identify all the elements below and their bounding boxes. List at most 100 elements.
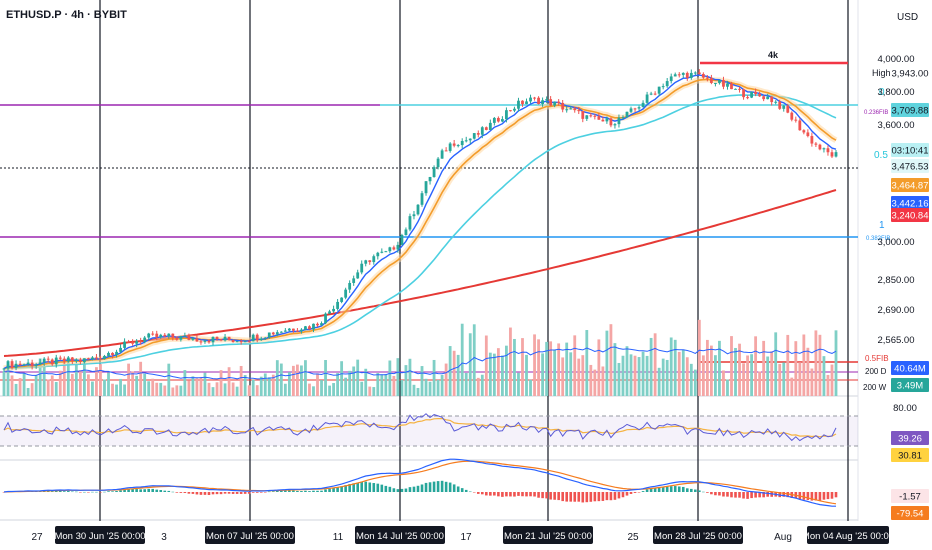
macd-hist-bar xyxy=(754,492,757,498)
price-tick-label: 4,000.00 xyxy=(878,54,915,65)
macd-hist-bar xyxy=(826,492,830,500)
macd-hist-bar xyxy=(541,492,544,499)
macd-hist-bar xyxy=(263,492,267,493)
candle-body xyxy=(673,74,677,77)
macd-hist-bar xyxy=(485,492,488,496)
macd-hist-bar xyxy=(597,492,601,502)
volume-bar xyxy=(597,339,601,396)
volume-bar xyxy=(742,363,745,396)
volume-bar xyxy=(195,378,199,396)
volume-bar xyxy=(78,370,82,396)
volume-bar xyxy=(360,381,364,396)
volume-bar xyxy=(621,355,625,396)
volume-bar xyxy=(275,360,279,396)
macd-hist-bar xyxy=(388,486,392,492)
volume-bar xyxy=(392,375,396,396)
volume-bar xyxy=(340,361,344,396)
volume-bar xyxy=(227,367,231,396)
candle-body xyxy=(348,282,352,290)
price-badge xyxy=(891,431,929,445)
volume-bar xyxy=(420,366,424,396)
volume-bar xyxy=(103,379,106,396)
macd-hist-bar xyxy=(601,492,605,501)
candle-body xyxy=(762,96,766,100)
macd-hist-bar xyxy=(657,487,661,492)
candle-body xyxy=(26,362,30,365)
candle-body xyxy=(107,352,110,356)
volume-bar xyxy=(46,379,50,396)
candle-body xyxy=(2,368,6,370)
volume-bar xyxy=(175,385,179,396)
candle-body xyxy=(135,341,139,344)
candle-body xyxy=(722,80,725,87)
volume-bar xyxy=(356,359,360,396)
volume-bar xyxy=(316,373,319,396)
candle-body xyxy=(633,108,637,110)
volume-bar xyxy=(436,379,440,396)
macd-hist-bar xyxy=(119,490,122,492)
macd-hist-bar xyxy=(444,481,448,492)
fib-0236-label: 0.236FIB xyxy=(864,110,888,116)
macd-hist-bar xyxy=(207,492,211,496)
candle-body xyxy=(701,73,705,78)
macd-hist-bar xyxy=(183,492,187,493)
macd-hist-bar xyxy=(513,492,516,497)
candle-body xyxy=(488,122,492,130)
candle-body xyxy=(127,341,130,343)
macd-hist-bar xyxy=(292,490,295,492)
candle-body xyxy=(738,88,741,90)
macd-hist-bar xyxy=(368,482,372,492)
candle-body xyxy=(541,100,544,104)
candle-body xyxy=(167,333,171,337)
candle-body xyxy=(6,361,10,369)
volume-bar xyxy=(91,381,94,396)
candle-body xyxy=(826,148,830,153)
candle-body xyxy=(119,347,122,352)
macd-hist-bar xyxy=(420,484,424,492)
candle-body xyxy=(770,96,774,103)
macd-hist-bar xyxy=(255,492,259,493)
price-badge-label: 3,476.53 xyxy=(892,162,929,173)
macd-hist-bar xyxy=(629,492,633,494)
candle-body xyxy=(830,152,834,157)
macd-hist-bar xyxy=(493,492,496,496)
volume-bar xyxy=(155,382,159,396)
macd-hist-bar xyxy=(621,492,625,498)
price-badge-label: -79.54 xyxy=(897,509,924,520)
candle-body xyxy=(239,341,243,343)
macd-hist-bar xyxy=(412,486,416,492)
candle-body xyxy=(392,247,396,250)
volume-bar xyxy=(517,372,520,396)
candle-body xyxy=(537,97,540,104)
volume-bar xyxy=(199,376,203,396)
volume-bar xyxy=(444,363,448,396)
candle-body xyxy=(505,110,508,120)
macd-hist-bar xyxy=(734,492,737,498)
candle-body xyxy=(400,235,404,245)
candle-body xyxy=(657,86,661,94)
macd-hist-bar xyxy=(416,485,420,492)
candle-body xyxy=(605,118,609,122)
volume-bar xyxy=(513,338,516,396)
volume-bar xyxy=(565,342,569,396)
candle-body xyxy=(625,111,629,118)
macd-hist-bar xyxy=(312,490,315,492)
volume-bar xyxy=(569,352,573,396)
candle-body xyxy=(645,94,649,103)
volume-bar xyxy=(215,382,219,396)
candle-body xyxy=(589,115,593,117)
macd-line xyxy=(3,458,836,507)
macd-hist-bar xyxy=(336,487,339,492)
price-badge-label: 30.81 xyxy=(898,451,922,462)
candle-body xyxy=(103,355,106,360)
macd-hist-bar xyxy=(131,489,134,492)
candle-body xyxy=(665,81,669,87)
candle-body xyxy=(151,333,155,335)
price-badge-label: 3,240.84 xyxy=(892,211,929,222)
volume-bar xyxy=(701,355,705,396)
currency-label[interactable]: USD xyxy=(897,12,918,23)
volume-bar xyxy=(219,370,223,396)
candle-body xyxy=(191,338,195,340)
candle-body xyxy=(525,101,528,105)
